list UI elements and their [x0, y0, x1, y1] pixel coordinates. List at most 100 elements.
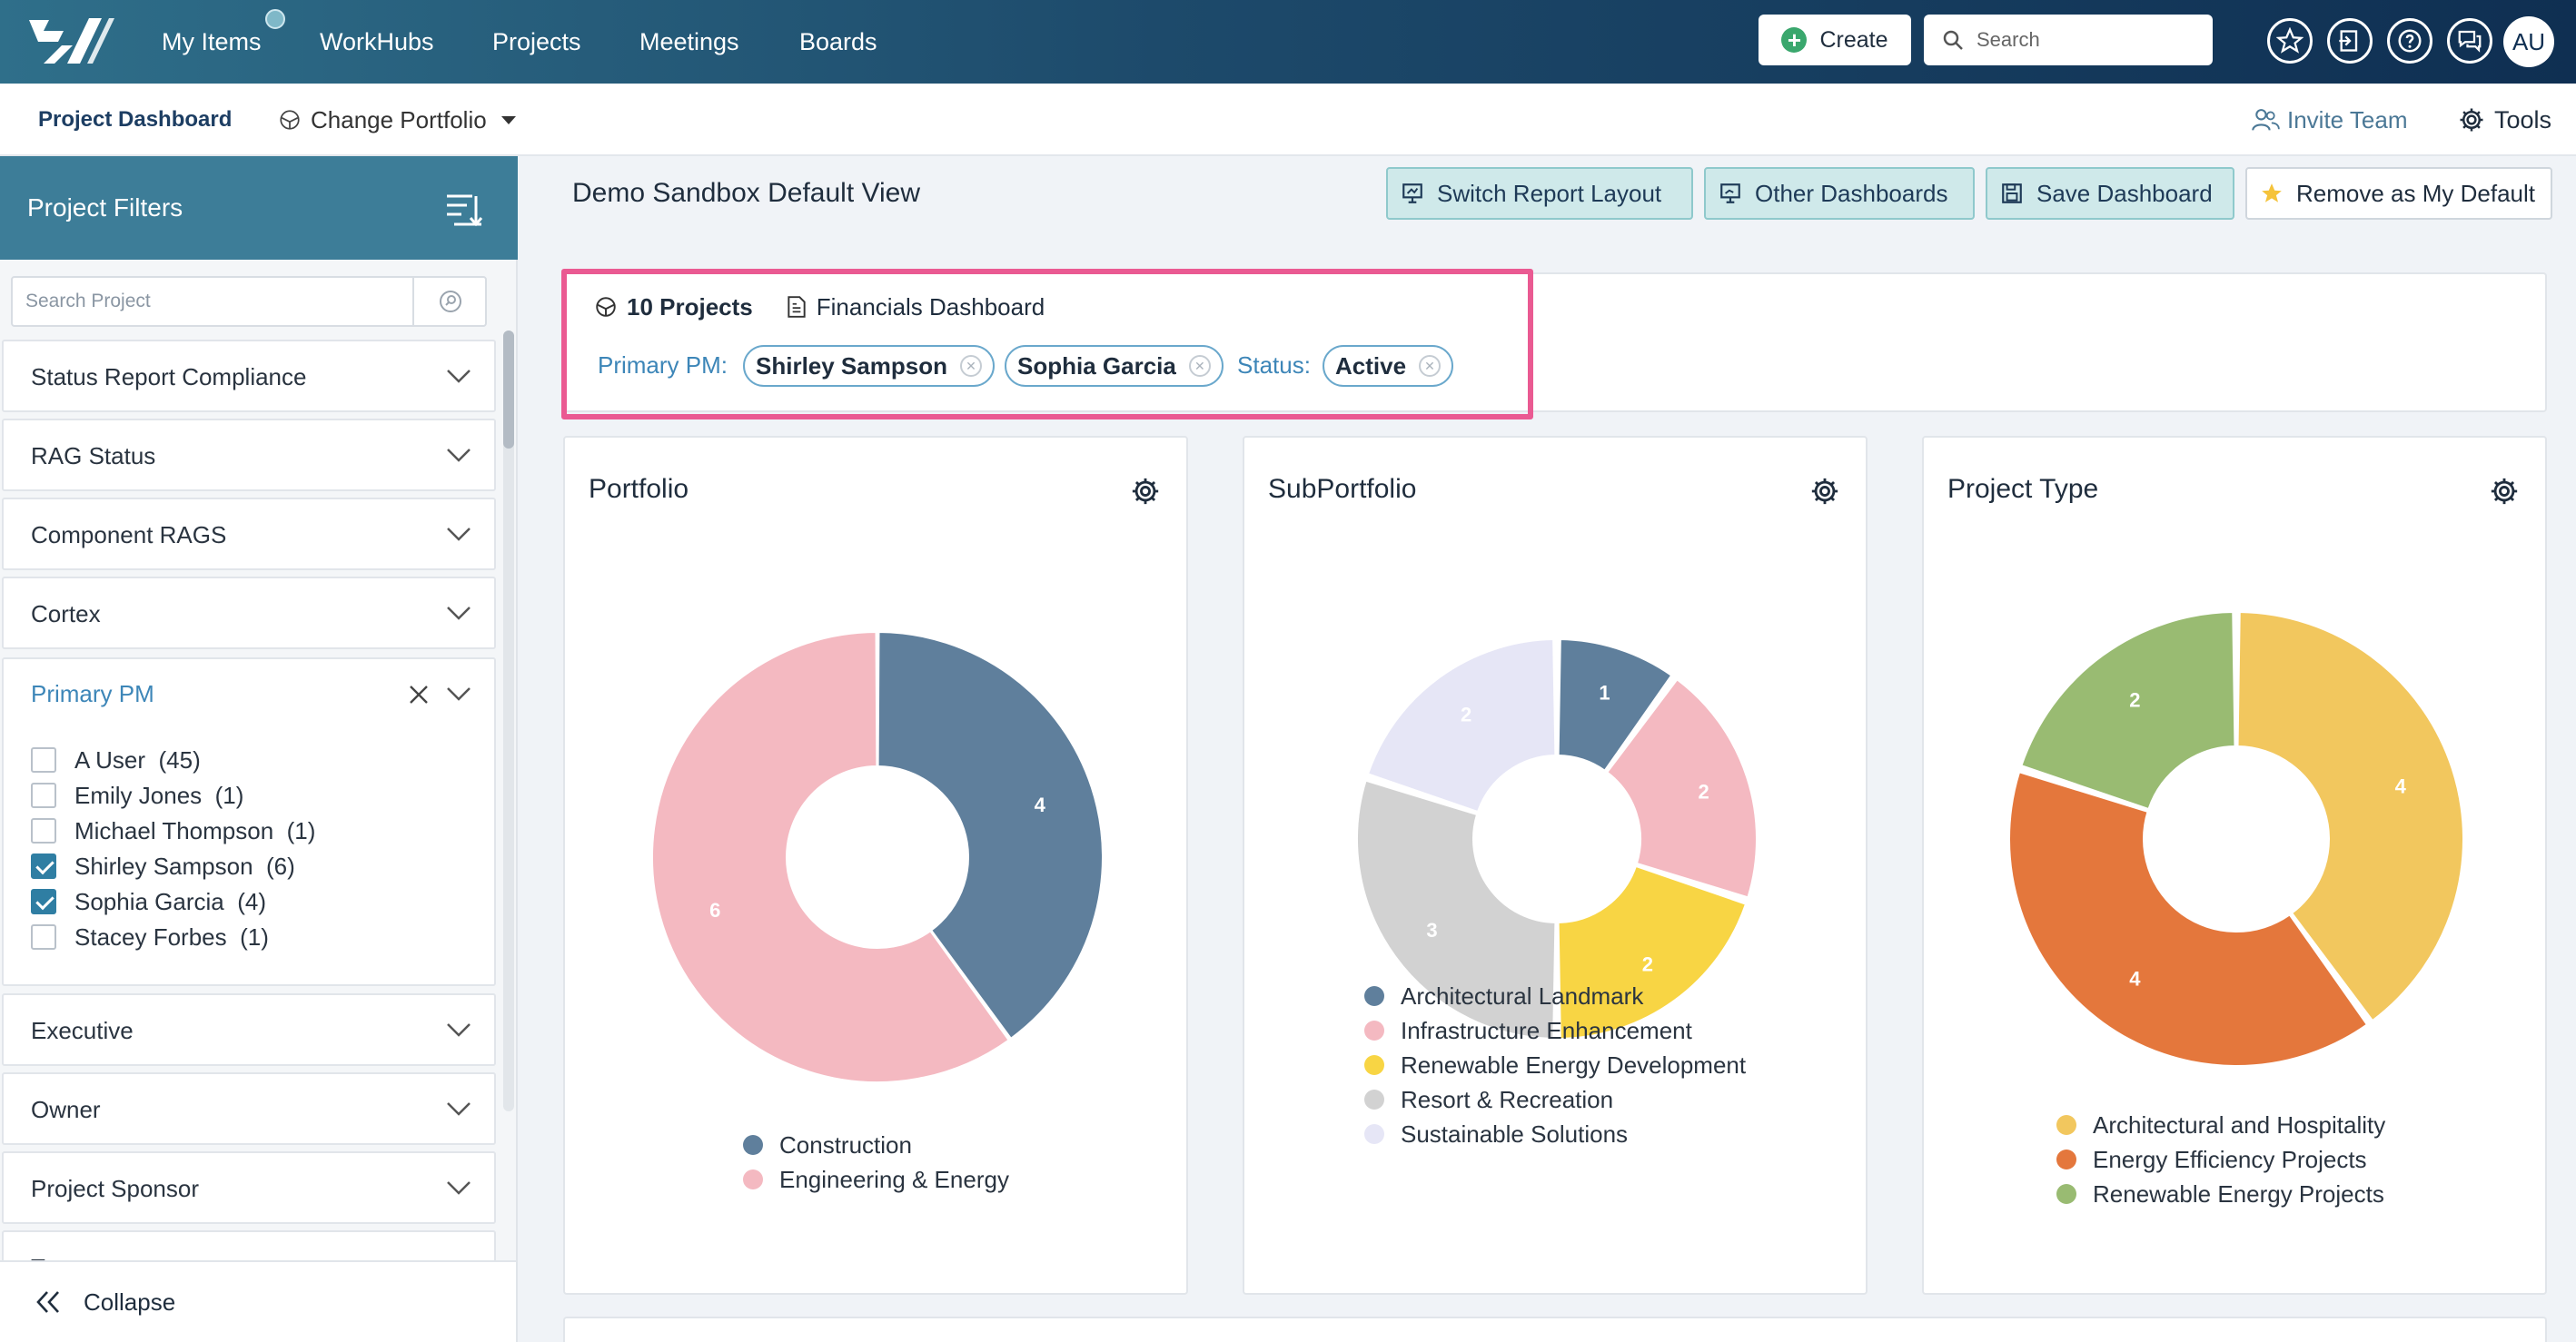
donut-slice[interactable] [651, 631, 1010, 1083]
checkbox[interactable] [31, 747, 56, 773]
donut-slice[interactable] [2020, 611, 2236, 811]
remove-chip-icon[interactable]: ✕ [1188, 355, 1211, 377]
invite-team-label: Invite Team [2287, 105, 2408, 133]
legend-item[interactable]: Architectural and Hospitality [2056, 1108, 2385, 1142]
chevron-down-icon [447, 607, 471, 620]
sidebar-scrollbar-track[interactable] [503, 331, 514, 1111]
project-dashboard-link[interactable]: Project Dashboard [38, 107, 233, 132]
pm-option[interactable]: Sophia Garcia (4) [31, 884, 266, 919]
chart-settings-gear-icon[interactable] [1809, 476, 1840, 507]
help-icon[interactable] [2387, 18, 2432, 64]
legend-item[interactable]: Infrastructure Enhancement [1364, 1013, 1692, 1048]
filter-type[interactable]: Type [2, 1230, 496, 1263]
donut-slice[interactable] [877, 631, 1105, 1040]
switch-report-layout-button[interactable]: Switch Report Layout [1386, 167, 1693, 220]
filter-chip-shirley-sampson[interactable]: Shirley Sampson ✕ [743, 345, 995, 387]
remove-chip-icon[interactable]: ✕ [959, 355, 982, 377]
brand-logo-icon[interactable] [25, 13, 116, 69]
search-button-icon[interactable] [438, 289, 463, 314]
donut-slice[interactable] [1366, 638, 1557, 814]
save-dashboard-button[interactable]: Save Dashboard [1986, 167, 2234, 220]
sort-icon[interactable] [445, 191, 483, 227]
chevron-down-icon[interactable] [445, 683, 472, 705]
legend-color-dot [2056, 1115, 2076, 1135]
other-dashboards-button[interactable]: Other Dashboards [1704, 167, 1975, 220]
pm-option-name: Sophia Garcia [74, 887, 224, 915]
filter-chip-active[interactable]: Active ✕ [1323, 345, 1454, 387]
legend-item[interactable]: Energy Efficiency Projects [2056, 1142, 2367, 1177]
tools-button[interactable]: Tools [2458, 84, 2551, 156]
slice-value-label: 2 [1461, 703, 1471, 725]
nav-meetings[interactable]: Meetings [639, 28, 739, 55]
chart-settings-gear-icon[interactable] [2489, 476, 2520, 507]
donut-slice[interactable] [1606, 678, 1758, 899]
nav-projects[interactable]: Projects [492, 28, 581, 55]
chart-settings-gear-icon[interactable] [1130, 476, 1161, 507]
legend-item[interactable]: Sustainable Solutions [1364, 1117, 1628, 1151]
remove-as-default-label: Remove as My Default [2296, 179, 2535, 207]
legend-color-dot [743, 1169, 763, 1189]
sidebar-scrollbar-thumb[interactable] [503, 331, 514, 449]
legend-item[interactable]: Architectural Landmark [1364, 979, 1643, 1013]
legend-item[interactable]: Renewable Energy Projects [2056, 1177, 2384, 1211]
filter-chip-sophia-garcia[interactable]: Sophia Garcia ✕ [1005, 345, 1224, 387]
donut-slice[interactable] [1557, 638, 1673, 772]
legend-label: Construction [779, 1130, 912, 1159]
filter-component-rags[interactable]: Component RAGS [2, 498, 496, 570]
switch-report-layout-label: Switch Report Layout [1437, 179, 1662, 207]
remove-chip-icon[interactable]: ✕ [1419, 355, 1442, 377]
checkbox-checked[interactable] [31, 854, 56, 879]
chevron-down-icon [447, 370, 471, 383]
pm-option[interactable]: A User (45) [31, 743, 201, 777]
filter-rag-status[interactable]: RAG Status [2, 419, 496, 491]
sign-in-icon[interactable] [2327, 18, 2373, 64]
slice-value-label: 2 [2129, 688, 2140, 711]
pm-option[interactable]: Stacey Forbes (1) [31, 920, 269, 954]
create-button[interactable]: + Create [1759, 15, 1911, 65]
donut-slice[interactable] [2008, 771, 2368, 1067]
nav-boards[interactable]: Boards [799, 28, 877, 55]
nav-workhubs[interactable]: WorkHubs [320, 28, 434, 55]
checkbox-checked[interactable] [31, 889, 56, 914]
chat-icon[interactable] [2447, 18, 2492, 64]
global-search-input[interactable]: Search [1924, 15, 2213, 65]
filter-owner[interactable]: Owner [2, 1072, 496, 1145]
pm-option[interactable]: Michael Thompson (1) [31, 814, 315, 848]
status-filter-label: Status: [1237, 351, 1311, 379]
legend-color-dot [743, 1135, 763, 1155]
financials-dashboard-link[interactable]: Financials Dashboard [816, 292, 1045, 321]
legend-item[interactable]: Renewable Energy Development [1364, 1048, 1746, 1082]
project-type-donut-chart: 4 4 2 [2008, 611, 2464, 1067]
legend-label: Engineering & Energy [779, 1165, 1009, 1193]
change-portfolio-dropdown[interactable]: Change Portfolio [278, 84, 516, 156]
filter-executive[interactable]: Executive [2, 993, 496, 1066]
favorites-star-icon[interactable] [2267, 18, 2313, 64]
remove-as-default-button[interactable]: Remove as My Default [2245, 167, 2552, 220]
filter-status-report-compliance[interactable]: Status Report Compliance [2, 340, 496, 412]
chevron-down-icon [447, 1102, 471, 1116]
clear-filter-icon[interactable] [407, 683, 431, 706]
pm-option[interactable]: Emily Jones (1) [31, 778, 243, 813]
checkbox[interactable] [31, 924, 56, 950]
search-project-input[interactable]: Search Project [11, 276, 487, 327]
gear-icon [2460, 108, 2483, 132]
nav-my-items[interactable]: My Items [162, 28, 262, 55]
portfolio-icon [280, 110, 300, 130]
collapse-sidebar-button[interactable]: Collapse [0, 1260, 516, 1342]
legend-item[interactable]: Engineering & Energy [743, 1162, 1009, 1197]
legend-item[interactable]: Construction [743, 1128, 912, 1162]
user-avatar[interactable]: AU [2503, 16, 2554, 67]
project-type-chart-card: Project Type 4 4 2 Architectural and Hospi… [1922, 436, 2547, 1295]
checkbox[interactable] [31, 783, 56, 808]
filter-label[interactable]: Primary PM [31, 680, 154, 707]
checkbox[interactable] [31, 818, 56, 844]
donut-slice[interactable] [1356, 779, 1557, 1040]
invite-team-button[interactable]: Invite Team [2251, 84, 2407, 156]
pm-option[interactable]: Shirley Sampson (6) [31, 849, 295, 883]
filter-project-sponsor[interactable]: Project Sponsor [2, 1151, 496, 1224]
donut-slice[interactable] [1557, 864, 1748, 1040]
filter-cortex[interactable]: Cortex [2, 577, 496, 649]
donut-slice[interactable] [2236, 611, 2464, 1022]
legend-item[interactable]: Resort & Recreation [1364, 1082, 1613, 1117]
